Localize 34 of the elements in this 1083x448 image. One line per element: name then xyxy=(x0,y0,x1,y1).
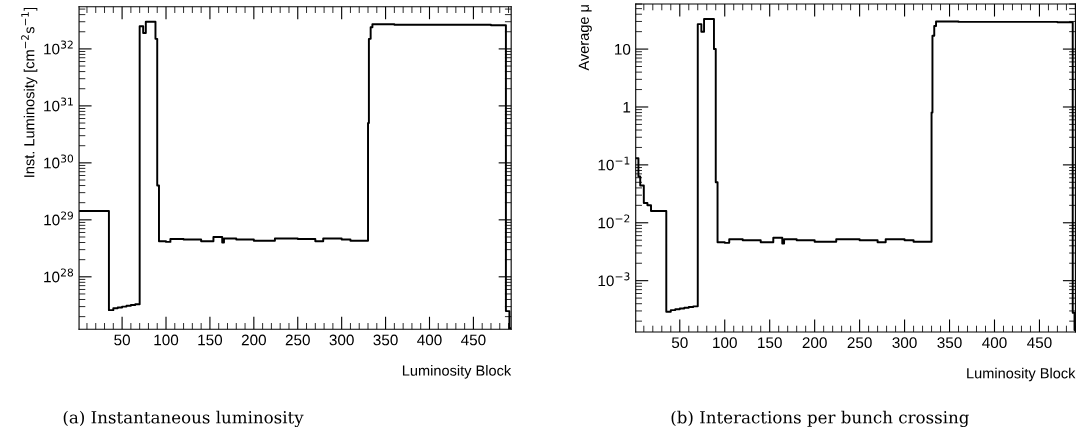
y-tick-label: 10$^{−2}$ xyxy=(598,214,630,229)
x-tick-label: 50 xyxy=(114,334,130,346)
y-tick-label: 10 xyxy=(615,43,631,55)
y-axis-title: Average μ xyxy=(578,5,592,71)
y-tick-label: 10$^{30}$ xyxy=(44,154,74,169)
x-tick-label: 400 xyxy=(417,334,442,346)
x-tick-label: 350 xyxy=(373,334,398,346)
x-tick-label: 50 xyxy=(671,337,688,349)
x-tick-label: 300 xyxy=(892,337,917,349)
y-axis-title: Inst. Luminosity [cm$^{−2}$s$^{−1}$] xyxy=(21,7,38,177)
x-axis-title: Luminosity Block xyxy=(967,367,1076,382)
y-tick-label: 10$^{−3}$ xyxy=(598,272,630,287)
x-axis-title: Luminosity Block xyxy=(402,365,512,379)
y-tick-label: 10$^{32}$ xyxy=(44,40,73,55)
text: (b) Interactions per bunch crossing xyxy=(671,410,969,428)
x-tick-label: 150 xyxy=(758,337,782,349)
x-tick-label: 200 xyxy=(802,337,827,349)
x-tick-label: 450 xyxy=(461,334,486,346)
x-tick-label: 250 xyxy=(847,337,872,349)
y-tick-label: 10$^{29}$ xyxy=(44,211,73,226)
x-tick-label: 400 xyxy=(982,337,1007,349)
text: (a) Instantaneous luminosity xyxy=(63,410,304,428)
x-tick-label: 350 xyxy=(937,337,962,349)
y-tick-label: 10$^{31}$ xyxy=(44,97,73,112)
x-tick-label: 200 xyxy=(241,334,266,346)
x-tick-label: 100 xyxy=(713,337,737,349)
x-tick-label: 100 xyxy=(154,334,179,346)
x-tick-label: 450 xyxy=(1027,337,1052,349)
x-tick-label: 250 xyxy=(285,334,310,346)
y-tick-label: 10$^{28}$ xyxy=(44,268,74,283)
y-tick-label: 1 xyxy=(623,102,631,113)
x-tick-label: 150 xyxy=(198,334,223,346)
y-tick-label: 10$^{−1}$ xyxy=(598,156,630,171)
x-tick-label: 300 xyxy=(329,334,354,346)
